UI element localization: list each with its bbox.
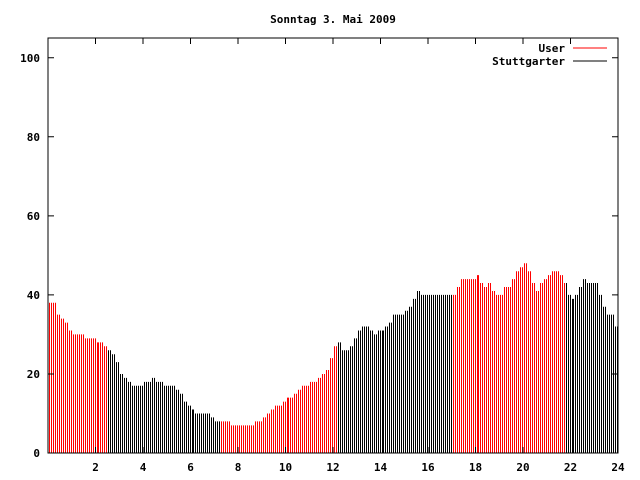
y-tick-label: 60 xyxy=(27,210,40,223)
x-axis: 2 4 6 8 10 12 14 16 18 20 22 24 xyxy=(92,38,625,474)
y-tick-label: 0 xyxy=(33,447,40,460)
x-tick-label: 12 xyxy=(326,461,339,474)
legend-label-stuttgarter: Stuttgarter xyxy=(492,55,565,68)
y-tick-label: 40 xyxy=(27,289,40,302)
y-tick-label: 100 xyxy=(20,52,40,65)
y-axis: 0 20 40 60 80 100 xyxy=(20,52,618,460)
x-tick-label: 22 xyxy=(564,461,577,474)
y-tick-label: 20 xyxy=(27,368,40,381)
x-tick-label: 6 xyxy=(187,461,194,474)
chart-title: Sonntag 3. Mai 2009 xyxy=(270,13,396,26)
x-tick-label: 8 xyxy=(235,461,242,474)
x-tick-label: 4 xyxy=(140,461,147,474)
x-tick-label: 2 xyxy=(92,461,99,474)
x-tick-label: 14 xyxy=(374,461,388,474)
x-tick-label: 10 xyxy=(279,461,292,474)
x-tick-label: 24 xyxy=(611,461,625,474)
x-tick-label: 20 xyxy=(516,461,529,474)
legend-label-user: User xyxy=(539,42,566,55)
x-tick-label: 18 xyxy=(469,461,482,474)
y-tick-label: 80 xyxy=(27,131,40,144)
bars xyxy=(49,263,618,453)
legend: User Stuttgarter xyxy=(492,42,607,68)
x-tick-label: 16 xyxy=(421,461,435,474)
